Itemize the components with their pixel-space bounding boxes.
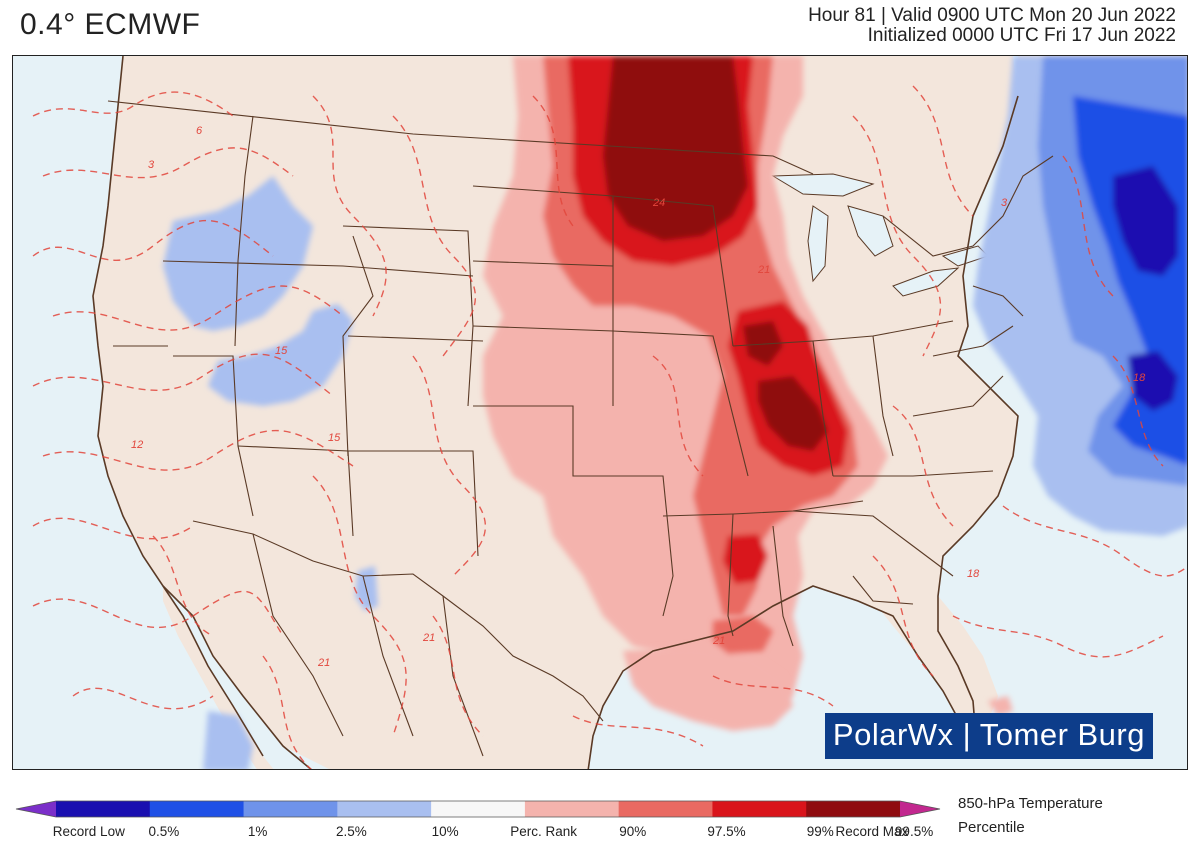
init-time-line: Initialized 0000 UTC Fri 17 Jun 2022	[867, 25, 1176, 46]
legend-tick-label: 99%	[806, 824, 834, 839]
legend-tick-label: 90%	[619, 824, 647, 839]
contour-label: 21	[422, 632, 435, 644]
political-borders	[107, 100, 1054, 757]
contour-label: 21	[757, 264, 770, 276]
model-title: 0.4° ECMWF	[20, 8, 201, 41]
legend-tick-label: 0.5%	[148, 824, 180, 839]
credit-watermark: PolarWx | Tomer Burg	[824, 713, 1153, 759]
legend-color-bin	[149, 801, 245, 817]
contour-label: 24	[652, 197, 665, 209]
contour-label: 21	[712, 635, 725, 647]
legend-title-line-1: 850-hPa Temperature	[958, 795, 1103, 812]
contour-label: 21	[317, 657, 330, 669]
warm-anomaly	[483, 56, 888, 716]
legend-color-bin	[712, 801, 807, 817]
contour-label: 15	[328, 432, 341, 444]
legend-outline	[15, 800, 941, 818]
forecast-time-info: Hour 81 | Valid 0900 UTC Mon 20 Jun 2022…	[808, 6, 1176, 46]
contour-label: 3	[148, 159, 155, 171]
legend-title: 850-hPa Temperature Percentile	[958, 792, 1103, 840]
contour-label: 18	[1133, 372, 1146, 384]
great-lakes	[771, 173, 989, 297]
warm-anomaly-gulf	[623, 616, 1013, 731]
legend-tick-label: 1%	[247, 824, 268, 839]
coastline	[92, 56, 1019, 769]
contour-label: 12	[131, 439, 143, 451]
contour-label: 6	[196, 125, 203, 137]
legend-tick-label: 10%	[431, 824, 459, 839]
legend-record-low-arrow	[16, 801, 56, 817]
legend-color-bin	[524, 801, 620, 817]
contour-labels: 6 12 15 15 18 21 21 21 21 24 3 3 18	[131, 125, 1146, 669]
legend-tick-label: 97.5%	[707, 824, 746, 839]
legend-color-bin	[56, 801, 151, 817]
contour-label: 15	[275, 345, 288, 357]
legend-tick-label: Record Max	[835, 824, 909, 839]
legend-color-bin	[431, 801, 526, 817]
cold-anomaly-east	[973, 56, 1187, 536]
legend-color-bin	[618, 801, 713, 817]
legend-tick-label: 99.5%	[894, 824, 934, 839]
legend-tick-label: Perc. Rank	[510, 824, 578, 839]
legend-title-line-2: Percentile	[958, 819, 1025, 836]
legend-tick-label: 2.5%	[336, 824, 367, 839]
map-canvas: 6 12 15 15 18 21 21 21 21 24 3 3 18	[13, 56, 1187, 769]
contour-label: 3	[1001, 197, 1008, 209]
valid-time-line: Hour 81 | Valid 0900 UTC Mon 20 Jun 2022	[808, 5, 1176, 26]
legend-color-bin	[243, 801, 338, 817]
legend-color-bin	[337, 801, 432, 817]
weather-map: 6 12 15 15 18 21 21 21 21 24 3 3 18 Pola…	[12, 55, 1188, 770]
legend-colorbar	[15, 800, 941, 818]
legend-color-bin	[806, 801, 901, 817]
temperature-contours	[32, 85, 1187, 769]
contour-label: 18	[967, 568, 980, 580]
legend-record-max-arrow	[900, 801, 940, 817]
percentile-legend: Record Low 0.5% 1% 2.5% 10% Perc. Rank 90% 97.5…	[14, 795, 944, 855]
legend-tick-label: Record Low	[52, 824, 125, 839]
